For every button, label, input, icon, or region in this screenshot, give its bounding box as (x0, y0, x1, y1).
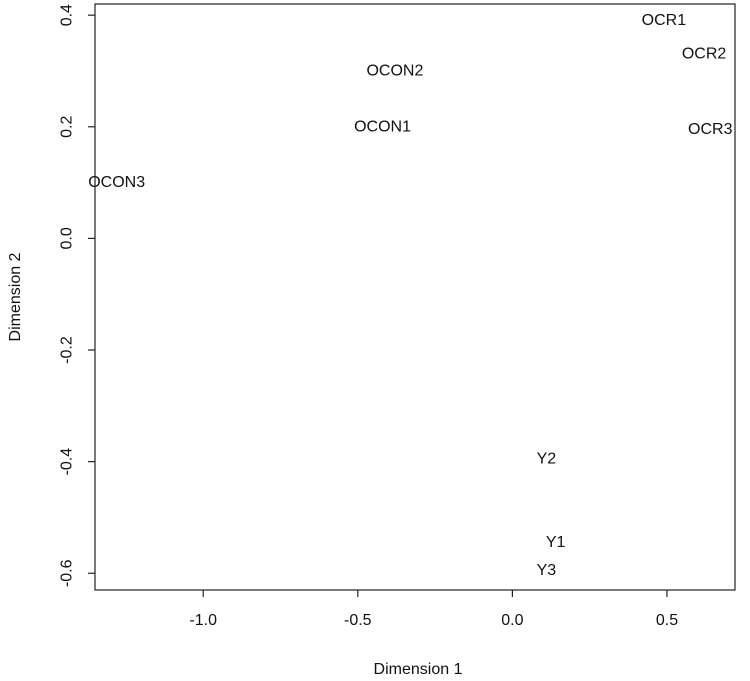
point-label-ocon3: OCON3 (88, 174, 145, 191)
y-tick-label: 0.0 (59, 227, 76, 249)
y-tick-label: -0.4 (59, 448, 76, 476)
y-axis: 0.4 0.2 0.0 -0.2 -0.4 -0.6 (59, 4, 95, 587)
point-label-ocr1: OCR1 (642, 12, 687, 29)
y-tick-label: -0.2 (59, 336, 76, 364)
x-axis-title: Dimension 1 (374, 661, 463, 678)
x-axis: -1.0 -0.5 0.0 0.5 (189, 590, 678, 629)
x-tick-label: 0.0 (501, 612, 523, 629)
y-tick-label: 0.2 (59, 116, 76, 138)
x-tick-label: 0.5 (656, 612, 678, 629)
point-label-ocr2: OCR2 (682, 46, 727, 63)
y-tick-label: -0.6 (59, 559, 76, 587)
x-tick-label: -0.5 (344, 612, 372, 629)
point-label-y2: Y2 (537, 450, 557, 467)
point-labels: OCR1 OCR2 OCR3 OCON2 OCON1 OCON3 Y2 Y1 Y3 (88, 12, 732, 579)
y-tick-label: 0.4 (59, 4, 76, 26)
point-label-y1: Y1 (546, 534, 566, 551)
point-label-ocon1: OCON1 (354, 118, 411, 135)
y-axis-title: Dimension 2 (7, 252, 24, 341)
plot-frame (94, 3, 736, 591)
point-label-ocr3: OCR3 (688, 121, 733, 138)
point-label-y3: Y3 (537, 562, 557, 579)
point-label-ocon2: OCON2 (366, 62, 423, 79)
x-tick-label: -1.0 (189, 612, 217, 629)
